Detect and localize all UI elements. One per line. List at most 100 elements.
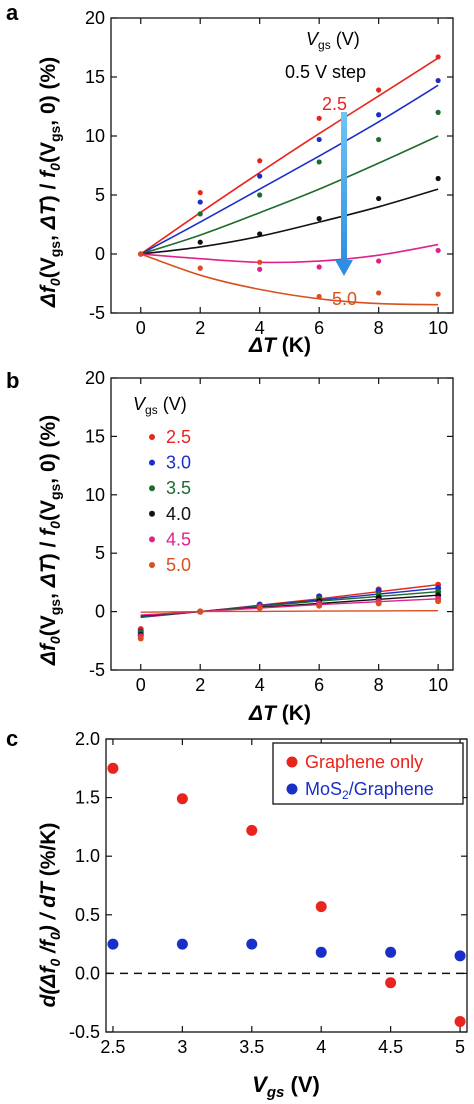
x-tick-label: 2 — [195, 675, 205, 695]
x-tick-label: 3.5 — [239, 1037, 264, 1057]
legend-marker-graphene-only — [286, 756, 298, 768]
data-point-5-0 — [375, 600, 382, 607]
fit-curve-series-0 — [140, 57, 439, 255]
x-tick-label: 4 — [316, 1037, 326, 1057]
y-tick-label: 0.5 — [75, 905, 100, 925]
x-tick-label: 4 — [255, 318, 265, 338]
legend-marker-2-5 — [149, 434, 155, 440]
legend-label-mos2-graphene: MoS2/Graphene — [305, 779, 434, 802]
fit-curves-a — [140, 57, 439, 306]
legend-marker-mos2-graphene — [286, 783, 298, 795]
legend-label-3-5: 3.5 — [166, 478, 191, 498]
legend-label-3-0: 3.0 — [166, 453, 191, 473]
data-point-graphene-only — [385, 977, 397, 989]
panel-label-c: c — [6, 726, 18, 751]
x-tick-label: 5 — [455, 1037, 465, 1057]
x-tick-label: 8 — [374, 318, 384, 338]
data-point-series-0 — [376, 87, 382, 93]
y-tick-label: 20 — [85, 368, 105, 388]
y-tick-label: 0 — [95, 602, 105, 622]
plot-area-a — [110, 17, 454, 314]
data-points-a — [138, 54, 441, 300]
data-point-series-3 — [197, 239, 203, 245]
x-tick-label: 10 — [428, 675, 448, 695]
x-tick-label: 3 — [177, 1037, 187, 1057]
data-point-graphene-only — [107, 762, 119, 774]
x-tick-label: 0 — [136, 675, 146, 695]
data-point-5-0 — [256, 605, 263, 612]
data-point-series-3 — [435, 175, 441, 182]
x-tick-label: 2 — [195, 318, 205, 338]
y-tick-label: 20 — [85, 8, 105, 28]
data-point-graphene-only — [176, 793, 188, 805]
data-point-series-0 — [197, 190, 203, 196]
fit-curve-series-2 — [140, 135, 439, 255]
y-axis-label-b: Δf0(Vgs, ΔT) / f0(Vgs, 0) (%) — [37, 415, 63, 666]
y-tick-label: 15 — [85, 426, 105, 446]
x-ticks-b: 0 2 4 6 8 10 — [136, 378, 448, 695]
x-axis-label-b: ΔT (K) — [248, 702, 311, 725]
legend-marker-4-0 — [149, 510, 155, 517]
legend-marker-5-0 — [149, 562, 155, 568]
y-tick-label: 0 — [95, 244, 105, 264]
legend-label-2-5: 2.5 — [166, 427, 191, 447]
panel-b: b Δf0(Vgs, ΔT) / f0(Vgs, 0) (%) -5 0 5 10 15… — [6, 368, 454, 725]
legend-title-a: Vgs (V) — [306, 29, 360, 52]
data-point-series-0 — [435, 54, 441, 60]
data-point-mos2-graphene — [246, 938, 258, 950]
panel-label-b: b — [6, 368, 19, 393]
data-point-series-4 — [257, 266, 263, 272]
legend-label-4-5: 4.5 — [166, 529, 191, 549]
arrow-start-label: 2.5 — [322, 94, 347, 114]
y-tick-label: 5 — [95, 543, 105, 563]
fit-curve-5-0 — [140, 610, 439, 613]
plot-area-c — [105, 738, 468, 1033]
x-tick-label: 4.5 — [378, 1037, 403, 1057]
y-tick-label: 1.5 — [75, 788, 100, 808]
x-ticks-c: 2.5 3 3.5 4 4.5 5 — [100, 739, 465, 1057]
data-point-series-3 — [316, 216, 322, 222]
data-point-mos2-graphene — [107, 938, 119, 950]
x-tick-label: 8 — [374, 675, 384, 695]
data-point-series-4 — [435, 247, 441, 254]
y-tick-label: -5 — [89, 660, 105, 680]
data-points-b — [137, 581, 442, 642]
fit-curve-4-5 — [140, 598, 439, 616]
panel-c: c d(Δf0 /f0) / dT (%/K) -0.5 0.0 0.5 1.0 1.5… — [6, 726, 468, 1101]
legend-box-c — [272, 742, 464, 805]
data-point-series-3 — [257, 231, 263, 237]
x-tick-label: 0 — [136, 318, 146, 338]
y-tick-label: -0.5 — [69, 1022, 100, 1042]
y-tick-label: 5 — [95, 185, 105, 205]
x-tick-label: 6 — [314, 675, 324, 695]
y-tick-label: -5 — [89, 303, 105, 323]
data-point-series-0 — [257, 158, 263, 164]
y-axis-label-c: d(Δf0 /f0) / dT (%/K) — [37, 823, 63, 1008]
data-point-series-5 — [376, 290, 382, 296]
legend-c: Graphene only MoS2/Graphene — [272, 742, 464, 805]
x-tick-label: 4 — [255, 675, 265, 695]
panel-a: a Δf0(Vgs, ΔT) / f0(Vgs, 0) (%) -5 0 5 10 15… — [6, 0, 454, 357]
data-point-series-1 — [316, 136, 322, 143]
data-point-graphene-only — [246, 824, 258, 836]
legend-label-5-0: 5.0 — [166, 555, 191, 575]
data-point-mos2-graphene — [176, 938, 188, 950]
y-tick-label: 2.0 — [75, 729, 100, 749]
legend-label-4-0: 4.0 — [166, 504, 191, 524]
legend-label-graphene-only: Graphene only — [305, 752, 423, 772]
legend-title-b: Vgs (V) — [133, 394, 187, 417]
y-tick-label: 15 — [85, 67, 105, 87]
data-point-5-0 — [435, 598, 442, 605]
data-point-series-5 — [257, 259, 263, 265]
data-points-c — [107, 762, 466, 1027]
y-tick-label: 1.0 — [75, 846, 100, 866]
data-point-series-1 — [197, 199, 203, 205]
y-ticks-c: -0.5 0.0 0.5 1.0 1.5 2.0 — [69, 729, 467, 1042]
data-point-series-2 — [376, 136, 382, 143]
data-point-series-5 — [138, 251, 144, 257]
x-tick-label: 10 — [428, 318, 448, 338]
data-point-series-5 — [197, 265, 203, 271]
fit-curve-series-4 — [140, 243, 439, 264]
data-point-series-0 — [316, 115, 322, 121]
